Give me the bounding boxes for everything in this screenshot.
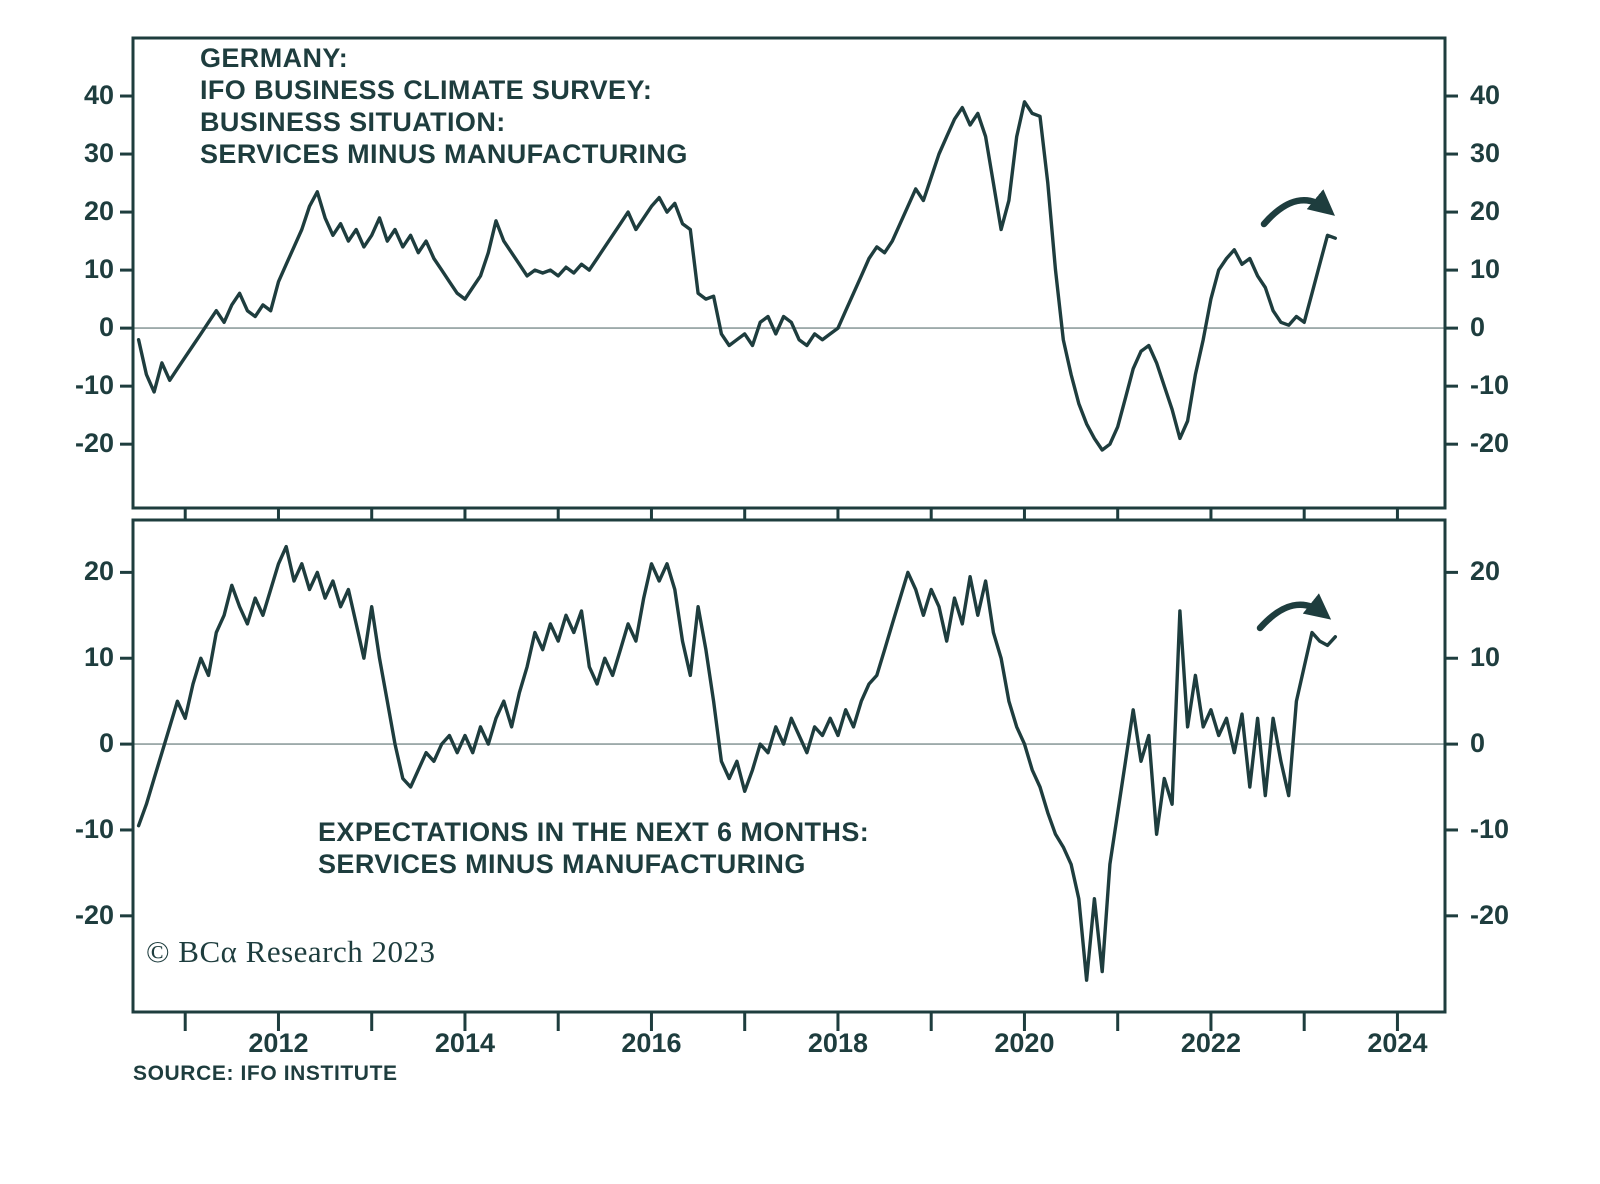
y-tick-label-right: 10 [1470, 642, 1501, 673]
x-tick-label: 2016 [621, 1028, 682, 1058]
x-tick-label: 2020 [994, 1028, 1055, 1058]
y-tick-label-left: -10 [74, 813, 114, 844]
top-title-line-1: GERMANY: [200, 43, 349, 73]
series-line [136, 544, 1337, 982]
top-title-line-2: IFO BUSINESS CLIMATE SURVEY: [200, 75, 653, 105]
y-tick-label-left: -20 [74, 899, 114, 930]
y-tick-label-right: 40 [1470, 80, 1501, 111]
copyright-note: © BCα Research 2023 [146, 934, 436, 969]
y-tick-label-right: 10 [1470, 254, 1501, 285]
y-tick-label-right: -20 [1470, 428, 1510, 459]
x-tick-label: 2014 [434, 1028, 495, 1058]
y-tick-label-right: 30 [1470, 138, 1501, 169]
y-tick-label-right: 20 [1470, 196, 1501, 227]
y-tick-label-left: -10 [74, 370, 114, 401]
y-tick-label-left: 30 [83, 138, 114, 169]
x-tick-label: 2024 [1367, 1028, 1428, 1058]
y-tick-label-right: -20 [1470, 899, 1510, 930]
y-tick-label-left: 10 [83, 642, 114, 673]
top-title-line-4: SERVICES MINUS MANUFACTURING [200, 139, 688, 169]
y-tick-label-left: 40 [83, 80, 114, 111]
y-tick-label-left: -20 [74, 428, 114, 459]
panel-frame [131, 36, 1447, 510]
trend-arrow-icon [1256, 593, 1332, 632]
bottom-panel-title: EXPECTATIONS IN THE NEXT 6 MONTHS: SERVI… [318, 816, 869, 880]
y-tick-label-right: 0 [1470, 728, 1486, 759]
y-tick-label-right: 20 [1470, 556, 1501, 587]
y-tick-label-right: 0 [1470, 312, 1486, 343]
x-tick-label: 2022 [1180, 1028, 1241, 1058]
panel-frame [131, 518, 1447, 1014]
top-panel-title: GERMANY: IFO BUSINESS CLIMATE SURVEY: BU… [200, 42, 688, 170]
y-tick-label-left: 0 [98, 312, 114, 343]
series-line [136, 100, 1337, 452]
source-note: SOURCE: IFO INSTITUTE [133, 1062, 398, 1085]
y-tick-label-left: 20 [83, 196, 114, 227]
x-tick-label: 2018 [807, 1028, 868, 1058]
x-tick-label: 2012 [248, 1028, 309, 1058]
y-tick-label-left: 0 [98, 728, 114, 759]
y-tick-label-left: 10 [83, 254, 114, 285]
y-tick-label-left: 20 [83, 556, 114, 587]
top-title-line-3: BUSINESS SITUATION: [200, 107, 506, 137]
trend-arrow-icon [1260, 189, 1335, 228]
bottom-title-line-2: SERVICES MINUS MANUFACTURING [318, 849, 806, 879]
bottom-title-line-1: EXPECTATIONS IN THE NEXT 6 MONTHS: [318, 817, 870, 847]
y-tick-label-right: -10 [1470, 370, 1510, 401]
y-tick-label-right: -10 [1470, 813, 1510, 844]
